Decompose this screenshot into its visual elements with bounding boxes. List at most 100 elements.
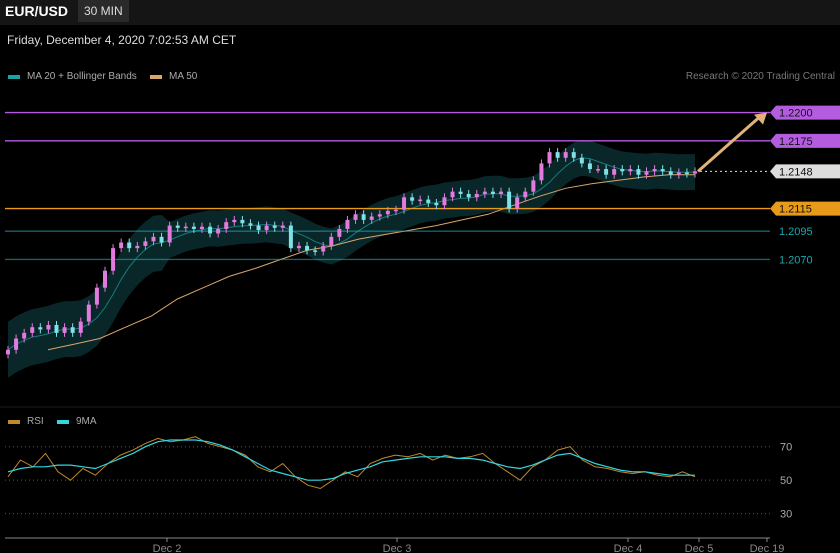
candle-body: [62, 327, 67, 333]
legend-rsi-label: RSI: [27, 416, 44, 427]
candle-body: [636, 169, 641, 175]
candle-body: [426, 199, 431, 203]
rsi-tick-label: 30: [780, 509, 792, 521]
candle-body: [571, 152, 576, 158]
legend-ma50-swatch: [150, 74, 162, 79]
candle-body: [30, 327, 35, 333]
legend-rsi-ma-swatch: [57, 419, 69, 424]
candle-body: [191, 226, 196, 229]
candle-body: [361, 214, 366, 220]
level-tag-2: [770, 164, 840, 179]
level-label-3: 1.2115: [779, 204, 812, 216]
candle-body: [507, 191, 512, 209]
legend-rsi-ma: 9MA: [57, 416, 97, 427]
level-tag-0: [770, 105, 840, 120]
candle-body: [539, 163, 544, 181]
candle-body: [102, 270, 107, 288]
candle-body: [329, 236, 334, 246]
candle-body: [490, 191, 495, 194]
x-tick-label: Dec 19: [750, 543, 785, 553]
candle-body: [86, 304, 91, 322]
candle-body: [652, 169, 657, 172]
candle-body: [232, 219, 237, 223]
candle-body: [596, 169, 601, 171]
candle-body: [377, 214, 382, 217]
candle-body: [175, 225, 180, 228]
level-tag-1: [770, 133, 840, 148]
candle-body: [555, 152, 560, 158]
candle-body: [337, 228, 342, 237]
candle-body: [199, 226, 204, 229]
candle-body: [272, 225, 277, 228]
x-tick-label: Dec 4: [614, 543, 643, 553]
candle-body: [693, 171, 697, 174]
candle-body: [224, 222, 229, 229]
candle-body: [628, 169, 633, 172]
candle-body: [159, 236, 164, 243]
candle-body: [434, 202, 439, 206]
symbol-title: EUR/USD: [5, 3, 69, 19]
candle-body: [676, 172, 681, 175]
level-tag-3: [770, 201, 840, 216]
candle-body: [466, 193, 471, 198]
legend-rsi: RSI: [8, 416, 44, 427]
candle-body: [264, 225, 269, 231]
candle-body: [515, 197, 520, 209]
level-label-5: 1.2070: [779, 254, 813, 266]
candle-body: [442, 197, 447, 206]
candle-body: [660, 169, 665, 172]
candle-body: [499, 191, 504, 194]
candle-body: [385, 210, 390, 215]
candle-body: [256, 225, 261, 231]
level-label-1: 1.2175: [779, 136, 813, 148]
rsi-tick-label: 70: [780, 442, 792, 454]
candle-body: [183, 226, 188, 229]
candle-body: [345, 219, 350, 229]
candle-body: [612, 169, 617, 175]
legend-rsi-ma-label: 9MA: [76, 416, 97, 427]
candle-body: [135, 245, 140, 249]
legend-rsi-swatch: [8, 419, 20, 424]
candle-body: [547, 152, 552, 164]
candle-body: [288, 225, 293, 249]
rsi-tick-label: 50: [780, 475, 792, 487]
candle-body: [458, 191, 463, 194]
candle-body: [604, 169, 609, 175]
candle-body: [321, 245, 326, 252]
candle-body: [6, 349, 10, 355]
candle-body: [305, 245, 310, 251]
x-tick-label: Dec 3: [383, 543, 412, 553]
candle-body: [450, 191, 455, 198]
x-tick-label: Dec 2: [153, 543, 182, 553]
candle-body: [579, 157, 584, 164]
candle-body: [167, 225, 172, 243]
legend-ma20-bb: MA 20 + Bollinger Bands: [8, 71, 137, 82]
candle-body: [46, 324, 51, 330]
level-label-2: 1.2148: [779, 166, 813, 178]
candle-body: [151, 236, 156, 242]
candle-body: [143, 241, 148, 246]
candle-body: [22, 332, 27, 339]
candle-body: [369, 216, 374, 220]
level-label-0: 1.2200: [779, 108, 813, 120]
candle-body: [216, 228, 221, 234]
legend-ma50: MA 50: [150, 71, 197, 82]
top-bar: EUR/USD 30 MIN: [0, 0, 840, 25]
candle-body: [644, 171, 649, 175]
candle-body: [523, 191, 528, 198]
candle-body: [474, 193, 479, 198]
candle-body: [684, 172, 689, 174]
rsi-ma-line: [7, 439, 695, 481]
candle-body: [418, 199, 423, 202]
candle-body: [668, 171, 673, 175]
candle-body: [393, 209, 398, 212]
candle-body: [402, 197, 407, 210]
candle-body: [119, 242, 124, 249]
timeframe-badge[interactable]: 30 MIN: [78, 0, 129, 22]
ma50-line: [47, 174, 695, 351]
candle-body: [313, 250, 318, 252]
candle-body: [111, 248, 116, 271]
candle-body: [353, 214, 358, 220]
candle-body: [531, 180, 536, 192]
